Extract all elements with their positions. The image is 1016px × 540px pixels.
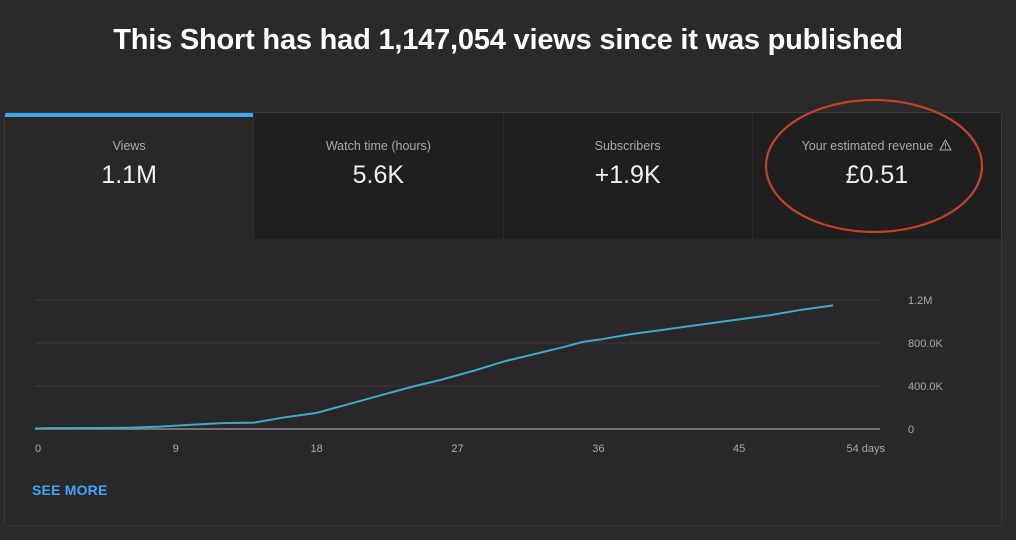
tab-watch-time[interactable]: Watch time (hours) 5.6K [254,113,504,239]
tab-subscribers-label: Subscribers [594,139,661,153]
see-more-link[interactable]: SEE MORE [32,482,108,498]
tab-watch-time-value: 5.6K [352,161,405,189]
tab-views-label: Views [112,139,146,153]
metrics-card: Views 1.1M Watch time (hours) 5.6K Subsc… [4,112,1002,526]
tab-revenue-label-row: Your estimated revenue [753,139,1001,154]
tab-revenue[interactable]: Your estimated revenue £0.51 [752,113,1001,239]
tab-watch-time-label: Watch time (hours) [325,139,431,153]
metric-tabs: Views 1.1M Watch time (hours) 5.6K Subsc… [5,113,1001,239]
tab-revenue-label: Your estimated revenue [801,139,934,153]
tab-subscribers-value: +1.9K [594,161,661,189]
warning-icon[interactable] [939,139,952,154]
tab-revenue-value: £0.51 [845,161,909,189]
page-headline: This Short has had 1,147,054 views since… [113,24,903,56]
tab-views-value: 1.1M [101,161,157,189]
tab-subscribers[interactable]: Subscribers +1.9K [503,113,753,239]
tab-views[interactable]: Views 1.1M [5,113,255,239]
